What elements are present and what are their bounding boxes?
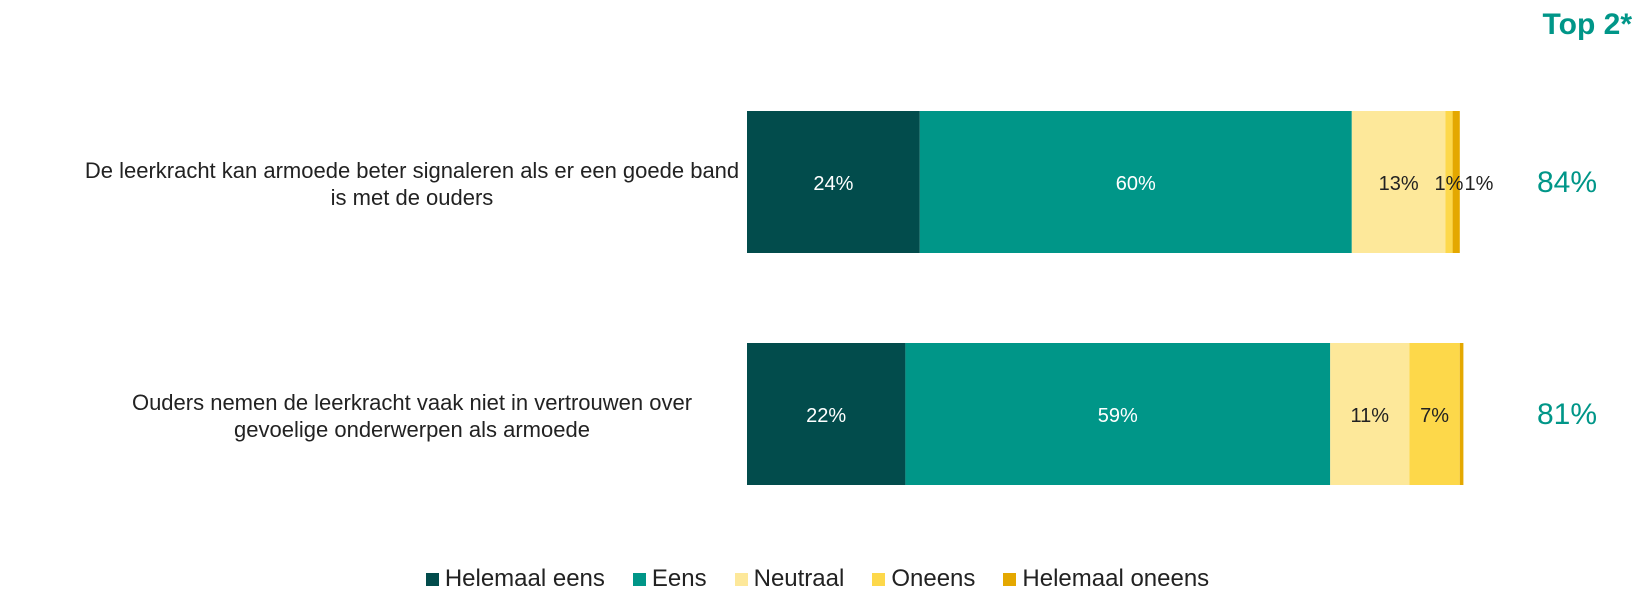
- data-label: 60%: [1116, 173, 1156, 195]
- legend-swatch: [632, 572, 646, 586]
- legend-item: Eens: [632, 565, 707, 593]
- data-label: 13%: [1379, 173, 1419, 195]
- data-label: 7%: [1420, 405, 1449, 427]
- bar-segment: [919, 111, 1352, 253]
- category-label: Ouders nemen de leerkracht vaak niet in …: [132, 390, 692, 442]
- top2-header: Top 2*: [1542, 8, 1632, 41]
- data-label: 11%: [1351, 405, 1390, 427]
- legend-label: Oneens: [891, 565, 976, 592]
- bar-segment: [1452, 111, 1460, 253]
- legend-label: Helemaal eens: [444, 565, 605, 592]
- legend-label: Helemaal oneens: [1022, 565, 1210, 592]
- data-label: 59%: [1098, 405, 1138, 427]
- legend-swatch: [425, 572, 439, 586]
- bar-segment: [1459, 343, 1464, 485]
- data-label: 1%: [1435, 173, 1464, 195]
- bar-segment: [1409, 343, 1460, 485]
- bar-segment: [905, 343, 1331, 485]
- chart-legend: Helemaal eens Eens Neutraal Oneens Helemaal …: [0, 565, 1635, 593]
- top2-value: 84%: [1537, 166, 1597, 199]
- bar-segment: [1445, 111, 1453, 253]
- bar-segment: [747, 343, 906, 485]
- legend-item: Neutraal: [734, 565, 845, 593]
- category-label: De leerkracht kan armoede beter signaler…: [85, 158, 739, 210]
- data-label: 22%: [806, 405, 846, 427]
- legend-swatch: [1003, 572, 1017, 586]
- legend-swatch: [734, 572, 748, 586]
- top2-value: 81%: [1537, 398, 1597, 431]
- legend-item: Oneens: [872, 565, 975, 593]
- bar-segment: [747, 111, 920, 253]
- legend-label: Eens: [651, 565, 707, 592]
- legend-item: Helemaal oneens: [1003, 565, 1209, 593]
- legend-item: Helemaal eens: [425, 565, 605, 593]
- data-label: 24%: [813, 173, 853, 195]
- legend-swatch: [872, 572, 886, 586]
- data-label: 1%: [1465, 173, 1494, 195]
- legend-label: Neutraal: [753, 565, 845, 592]
- bar-segment: [1330, 343, 1410, 485]
- bar-segment: [1351, 111, 1446, 253]
